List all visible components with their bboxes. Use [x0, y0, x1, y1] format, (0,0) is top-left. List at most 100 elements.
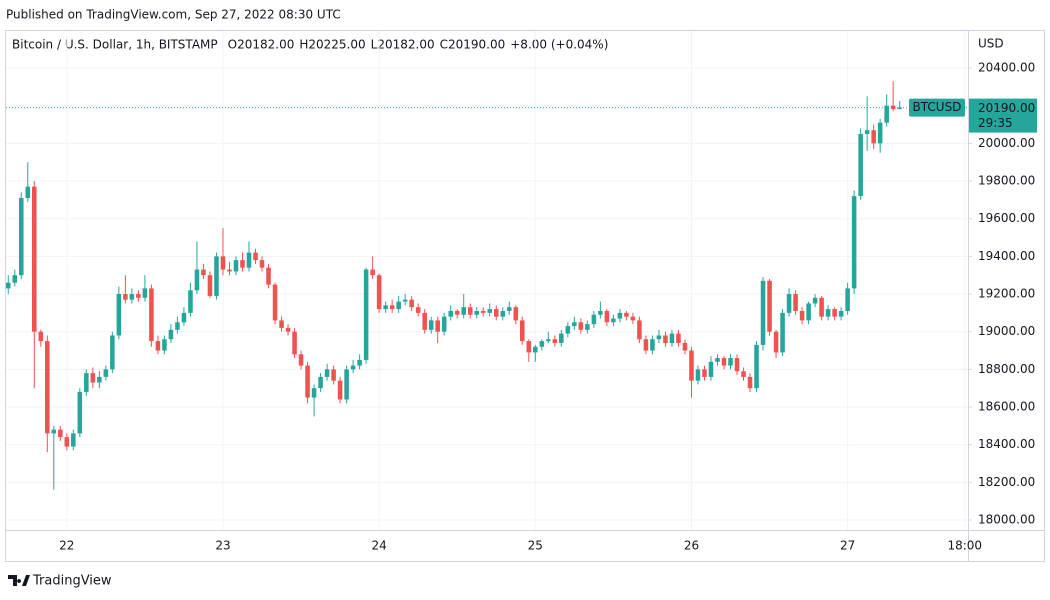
legend-value: 20182.00 [377, 38, 434, 52]
candle-body [142, 288, 148, 298]
candle-body [747, 376, 753, 389]
candle-body [513, 307, 519, 321]
candle-body [253, 252, 258, 261]
symbol-tag-bg [909, 98, 965, 117]
candle-body [363, 269, 369, 360]
candle-body [344, 369, 349, 400]
symbol-tag-label: BTCUSD [913, 100, 962, 114]
candle-body [884, 105, 889, 123]
candle-body [526, 341, 532, 353]
y-tick-label: 19000.00 [978, 324, 1035, 338]
candle-body [64, 437, 70, 447]
candle-body [90, 373, 96, 383]
candle-body [285, 327, 291, 332]
y-axis-label: USD [978, 37, 1004, 51]
candle-body [422, 312, 427, 330]
candle-body [799, 310, 805, 321]
candle-body [103, 369, 109, 377]
legend-value: 20225.00 [308, 38, 365, 52]
candle-body [858, 133, 863, 197]
candle-body [97, 376, 102, 383]
candle-body [383, 305, 388, 310]
candle-body [51, 429, 57, 434]
candle-body [188, 290, 193, 313]
candle-body [487, 309, 493, 313]
candle-body [689, 350, 694, 381]
candle-body [168, 329, 174, 340]
candle-body [864, 130, 870, 134]
footer-brand: TradingView [32, 574, 112, 589]
x-tick-label: 18:00 [947, 539, 982, 553]
legend-key: C [440, 38, 448, 52]
price-tag-countdown: 29:35 [978, 116, 1013, 130]
candle-body [604, 310, 610, 323]
y-tick-label: 20400.00 [978, 61, 1035, 75]
candle-body [396, 301, 401, 310]
candle-body [506, 307, 512, 311]
x-tick-label: 27 [840, 539, 855, 553]
candle-body [721, 358, 727, 366]
x-tick-label: 24 [371, 539, 386, 553]
candle-body [227, 269, 232, 272]
candle-body [767, 280, 772, 332]
candle-body [832, 309, 837, 317]
candle-body [350, 365, 356, 370]
candle-body [194, 269, 200, 291]
candle-body [663, 335, 668, 343]
y-tick-label: 19200.00 [978, 287, 1035, 301]
candle-body [71, 433, 76, 447]
y-tick-label: 19400.00 [978, 249, 1035, 263]
candle-body [318, 376, 323, 389]
candle-body [539, 341, 545, 347]
candle-body [207, 275, 213, 296]
legend-value: 20182.00 [237, 38, 294, 52]
price-tag-value: 20190.00 [978, 101, 1035, 115]
candle-body [682, 342, 688, 351]
candle-body [708, 361, 714, 377]
x-tick-label: 25 [528, 539, 543, 553]
legend-key: H [299, 38, 308, 52]
logo-icon [8, 575, 30, 586]
candle-body [565, 326, 571, 334]
candle-body [474, 310, 480, 315]
candle-body [123, 294, 128, 300]
x-tick-label: 26 [684, 539, 699, 553]
candle-body [825, 309, 831, 317]
candle-body [240, 260, 245, 268]
candle-body [754, 344, 759, 389]
candle-body [149, 288, 154, 342]
legend: Bitcoin / U.S. Dollar, 1h, BITSTAMP O 2018… [12, 38, 608, 52]
candle-body [58, 429, 63, 438]
y-tick-label: 18000.00 [978, 513, 1035, 527]
candle-body [370, 269, 375, 276]
y-tick-label: 20000.00 [978, 136, 1035, 150]
candle-body [650, 339, 655, 351]
candle-body [877, 122, 883, 144]
candle-body [643, 339, 649, 351]
candle-body [630, 316, 636, 321]
candle-body [728, 358, 733, 366]
candle-body [246, 252, 252, 268]
candle-body [279, 320, 284, 328]
candle-body [38, 331, 44, 342]
candle-body [415, 307, 421, 313]
candle-body [441, 316, 447, 332]
candle-body [129, 294, 135, 300]
candle-body [448, 310, 453, 317]
candle-body [214, 256, 219, 296]
candle-body [806, 303, 811, 321]
price-tag-bg [969, 98, 1037, 133]
candle-body [572, 322, 577, 327]
published-note: Published on TradingView.com, Sep 27, 20… [6, 8, 341, 22]
candle-body [376, 275, 382, 310]
candle-body [624, 312, 629, 317]
candle-body [155, 341, 161, 351]
candle-body [292, 331, 297, 355]
candle-body [871, 130, 876, 144]
candle-body [162, 339, 167, 351]
candle-body [617, 312, 623, 319]
candle-body [331, 369, 336, 381]
candle-body [298, 354, 304, 366]
